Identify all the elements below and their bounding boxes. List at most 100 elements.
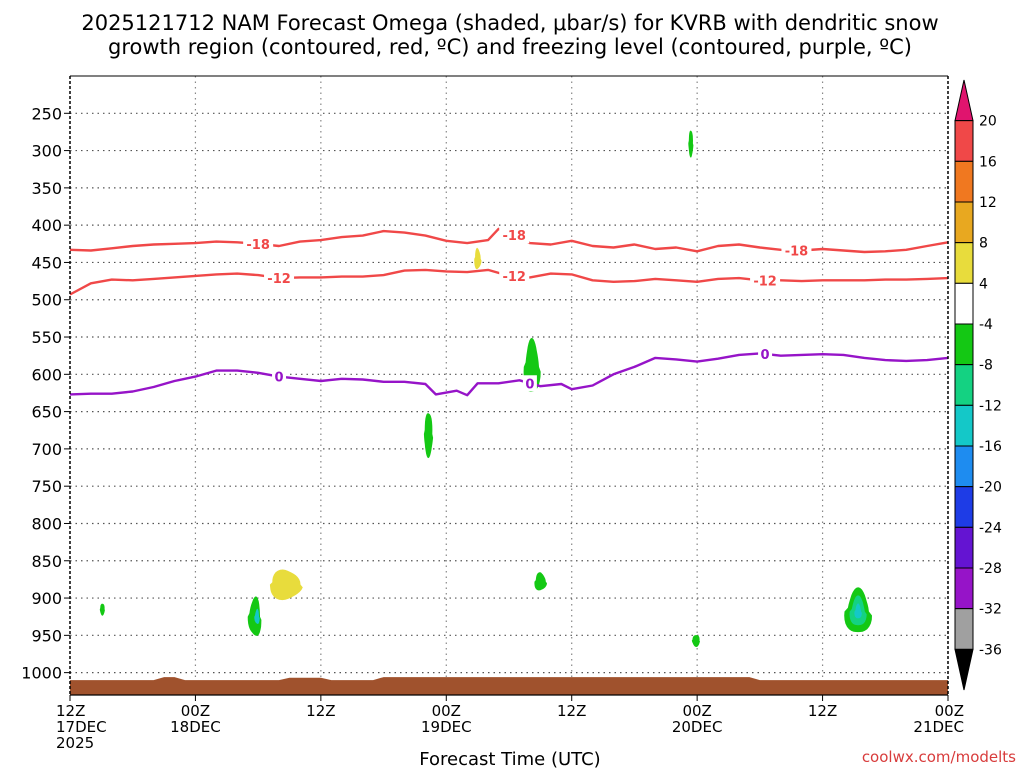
omega-blob-green-910 [99, 603, 105, 616]
colorbar-label-2: 12 [979, 195, 997, 211]
contour-label-bg--18C-1 [499, 227, 530, 244]
contour-line-0C [69, 352, 949, 397]
x-tick-label-0-l3: 2025 [56, 734, 94, 752]
contour-label-0C-0: 0 [275, 371, 284, 386]
contour-label-bg--12C-2 [750, 272, 781, 289]
axes: 250 300 350 400 450 500 550 600 650 700 750 800 850 9… [21, 75, 964, 752]
colorbar-label-10: -24 [979, 520, 1002, 536]
y-tick-label-950: 950 [31, 626, 62, 645]
x-tick-label-72-l1: 12Z [808, 702, 837, 720]
colorbar-swatch-13 [954, 608, 974, 650]
colorbar-swatch-12 [954, 567, 974, 610]
contour-label-bg--12C-0 [264, 270, 295, 287]
x-tick-label-60-l2: 20DEC [672, 718, 723, 736]
y-tick-label-500: 500 [31, 291, 62, 310]
contour-label-bg-0C-2 [758, 345, 773, 362]
y-tick-label-550: 550 [31, 328, 62, 347]
colorbar-cap-bottom [954, 648, 974, 691]
x-tick-label-0-l1: 12Z [56, 702, 85, 720]
colorbar-label-1: 16 [979, 154, 997, 170]
colorbar-swatch-7 [954, 364, 974, 406]
y-tick-label-750: 750 [31, 477, 62, 496]
omega-blob-cyan-920b [854, 603, 862, 619]
colorbar-swatch-8 [954, 404, 974, 447]
colorbar-swatch-3 [954, 201, 974, 244]
contour--12C: -12 -12 -12 [69, 268, 949, 296]
omega-blob-green-870 [534, 572, 547, 591]
contour-label-bg--12C-1 [499, 268, 530, 285]
y-tick-label-900: 900 [31, 589, 62, 608]
terrain [70, 677, 948, 695]
omega-blob-green-300 [688, 130, 694, 158]
x-tick-label-60-l1: 00Z [682, 702, 711, 720]
contour-label--12C-2: -12 [753, 274, 777, 289]
y-tick-label-600: 600 [31, 365, 62, 384]
colorbar-label-0: 20 [979, 114, 997, 130]
y-tick-label-350: 350 [31, 179, 62, 198]
x-tick-label-36-l1: 00Z [432, 702, 461, 720]
y-tick-label-800: 800 [31, 514, 62, 533]
contour-label-bg--18C-0 [243, 235, 274, 252]
colorbar-swatch-4 [954, 242, 974, 284]
x-tick-label-12-l1: 00Z [181, 702, 210, 720]
title-line-1: 2025121712 NAM Forecast Omega (shaded, μ… [81, 11, 938, 35]
omega-blob-green-920 [247, 596, 262, 636]
colorbar-swatch-2 [954, 160, 974, 203]
omega-blob-yellow-880 [269, 569, 303, 601]
contour-label-0C-2: 0 [761, 348, 770, 363]
chart-title: 2025121712 NAM Forecast Omega (shaded, μ… [81, 11, 938, 59]
colorbar-label-4: 4 [979, 276, 988, 292]
y-tick-label-850: 850 [31, 552, 62, 571]
y-tick-label-450: 450 [31, 253, 62, 272]
colorbar-label-12: -32 [979, 602, 1002, 618]
colorbar-label-13: -36 [979, 642, 1002, 658]
x-tick-label-0-l2: 17DEC [56, 718, 107, 736]
colorbar-label-9: -20 [979, 480, 1002, 496]
x-tick-label-84-l2: 21DEC [913, 718, 964, 736]
contour-label--12C-0: -12 [267, 272, 291, 287]
colorbar-label-3: 8 [979, 236, 988, 252]
colorbar-label-5: -4 [979, 317, 993, 333]
y-tick-label-1000: 1000 [21, 664, 62, 683]
x-tick-label-48-l1: 12Z [557, 702, 586, 720]
colorbar-swatch-11 [954, 526, 974, 569]
contour-label-0C-1: 0 [525, 377, 534, 392]
y-tick-label-700: 700 [31, 440, 62, 459]
contour-label-bg--18C-2 [781, 242, 812, 259]
contour--18C: -18 -18 -18 [69, 227, 949, 259]
y-tick-label-250: 250 [31, 104, 62, 123]
plot-area: -18 -18 -18 -12 -12 -12 0 0 0 [69, 76, 949, 695]
omega-blob-green-955 [691, 635, 700, 647]
contour-label-bg-0C-1 [522, 375, 537, 392]
colorbar: 20 16 12 8 4 -4 -8 -12 -16 -20 -24 -28 -32 -36 [954, 79, 1002, 691]
y-tick-label-400: 400 [31, 216, 62, 235]
credit-text: coolwx.com/modelts [862, 748, 1016, 766]
plot-background [70, 76, 948, 695]
colorbar-swatch-1 [954, 120, 974, 162]
colorbar-swatch-6 [954, 323, 974, 366]
omega-blob-cyan-920 [254, 608, 260, 624]
contour-label--12C-1: -12 [502, 270, 526, 285]
x-tick-label-12-l2: 18DEC [170, 718, 221, 736]
contour-label--18C-1: -18 [502, 229, 526, 244]
contour-label--18C-0: -18 [246, 238, 270, 253]
colorbar-swatch-5 [954, 282, 974, 325]
x-axis-label: Forecast Time (UTC) [419, 749, 600, 768]
colorbar-label-8: -16 [979, 439, 1002, 455]
colorbar-swatch-10 [954, 486, 974, 528]
x-tick-label-84-l1: 00Z [935, 702, 964, 720]
colorbar-label-11: -28 [979, 561, 1002, 577]
contour-label--18C-2: -18 [785, 244, 809, 259]
omega-blob-green-690 [423, 413, 434, 459]
omega-blob-yellow-450 [474, 247, 482, 270]
colorbar-swatch-9 [954, 445, 974, 488]
x-tick-label-36-l2: 19DEC [421, 718, 472, 736]
colorbar-label-7: -12 [979, 398, 1002, 414]
contour-label-bg-0C-0 [272, 368, 287, 385]
x-tick-label-24-l1: 12Z [306, 702, 335, 720]
y-tick-label-300: 300 [31, 142, 62, 161]
colorbar-cap-top [954, 79, 974, 122]
contour-0C: 0 0 0 [69, 345, 949, 397]
colorbar-label-6: -8 [979, 358, 993, 374]
